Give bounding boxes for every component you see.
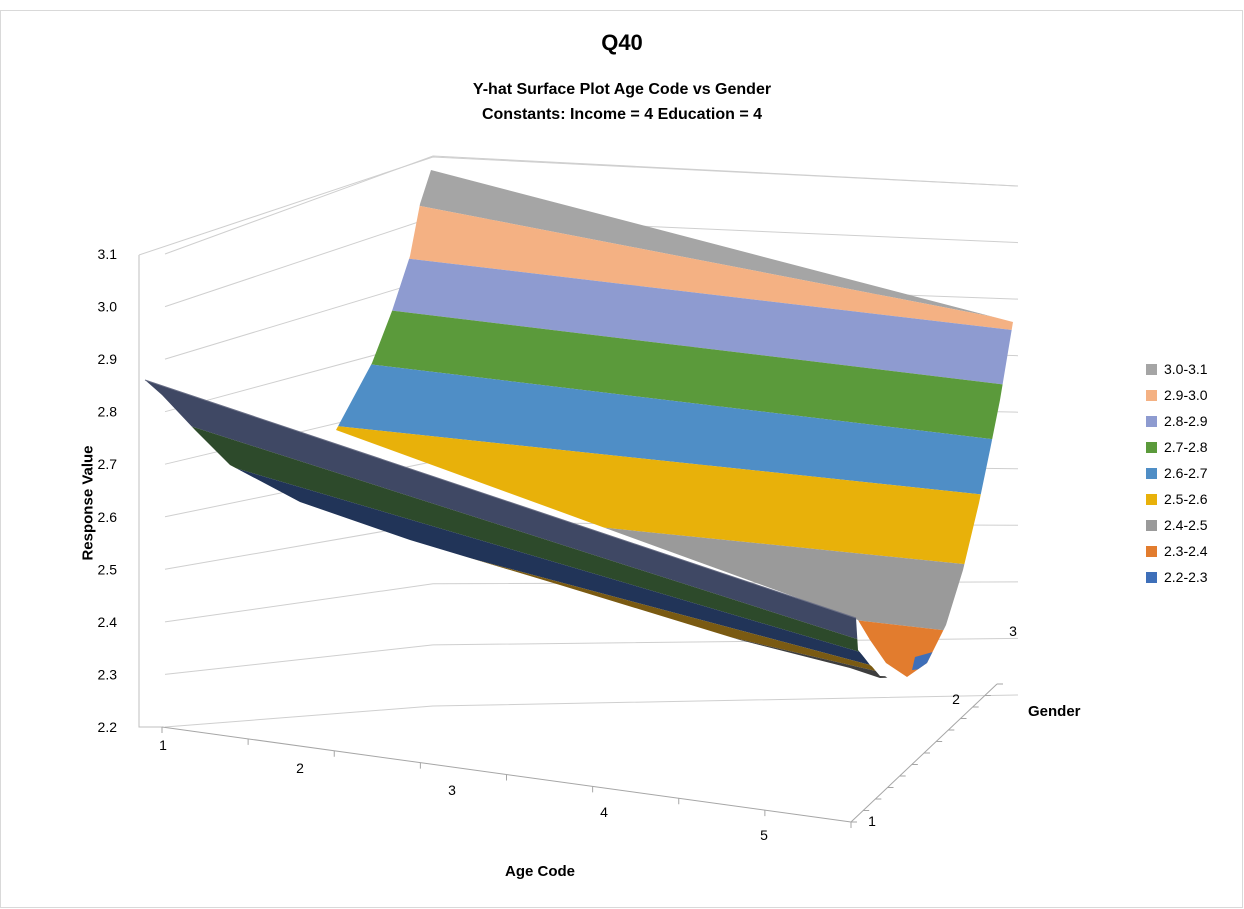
y-tick-3.1: 3.1 <box>98 246 118 262</box>
surface-band-2.6-2.7 <box>336 364 1008 496</box>
legend-label: 2.6-2.7 <box>1164 465 1208 481</box>
x-tick-4: 4 <box>600 804 608 820</box>
y-axis-label: Response Value <box>79 445 97 561</box>
chart-title: Q40 <box>601 30 643 55</box>
front-surface-band-3 <box>145 440 870 665</box>
legend-item-2.7-2.8: 2.7-2.8 <box>1146 434 1208 460</box>
legend-swatch <box>1146 441 1157 453</box>
legend-label: 2.8-2.9 <box>1164 413 1208 429</box>
legend-swatch <box>1146 571 1157 583</box>
left-wall-edge <box>138 255 162 728</box>
legend-label: 2.3-2.4 <box>1164 543 1208 559</box>
legend-swatch <box>1146 545 1157 557</box>
legend-swatch <box>1146 467 1157 479</box>
z-tick-3: 3 <box>1009 623 1017 639</box>
y-tick-2.7: 2.7 <box>98 456 118 472</box>
legend: 3.0-3.1 2.9-3.0 2.8-2.9 2.7-2.8 2.6-2.7 2.5-2… <box>1146 356 1208 590</box>
legend-swatch <box>1146 389 1157 401</box>
legend-item-2.5-2.6: 2.5-2.6 <box>1146 486 1208 512</box>
legend-label: 2.2-2.3 <box>1164 569 1208 585</box>
legend-item-2.6-2.7: 2.6-2.7 <box>1146 460 1208 486</box>
x-tick-1: 1 <box>159 737 167 753</box>
legend-item-2.9-3.0: 2.9-3.0 <box>1146 382 1208 408</box>
surface-band-2.7-2.8 <box>367 310 1013 441</box>
y-tick-2.6: 2.6 <box>98 509 118 525</box>
y-tick-2.2: 2.2 <box>98 719 118 735</box>
back-wall-top <box>138 156 1019 256</box>
legend-item-2.2-2.3: 2.2-2.3 <box>1146 564 1208 590</box>
x-tick-2: 2 <box>296 760 304 776</box>
x-axis-label: Age Code <box>505 863 576 880</box>
legend-label: 2.5-2.6 <box>1164 491 1208 507</box>
legend-swatch <box>1146 519 1157 531</box>
y-tick-3.0: 3.0 <box>98 299 118 315</box>
legend-item-2.4-2.5: 2.4-2.5 <box>1146 512 1208 538</box>
x-tick-3: 3 <box>448 782 456 798</box>
y-tick-2.4: 2.4 <box>98 614 118 630</box>
legend-label: 3.0-3.1 <box>1164 361 1208 377</box>
legend-label: 2.7-2.8 <box>1164 439 1208 455</box>
x-tick-5: 5 <box>760 827 768 843</box>
legend-item-3.0-3.1: 3.0-3.1 <box>1146 356 1208 382</box>
legend-label: 2.4-2.5 <box>1164 517 1208 533</box>
surface-band-2.5-2.6 <box>336 426 996 566</box>
surface-band-2.9-3.0 <box>403 205 1013 331</box>
legend-item-2.3-2.4: 2.3-2.4 <box>1146 538 1208 564</box>
y-tick-2.3: 2.3 <box>98 666 118 682</box>
legend-label: 2.9-3.0 <box>1164 387 1208 403</box>
legend-item-2.8-2.9: 2.8-2.9 <box>1146 408 1208 434</box>
z-axis-label: Gender <box>1028 703 1081 720</box>
front-surface-band-2 <box>145 410 860 652</box>
front-surface-edge <box>144 379 857 619</box>
y-tick-2.8: 2.8 <box>98 404 118 420</box>
chart-constants: Constants: Income = 4 Education = 4 <box>481 106 763 123</box>
legend-swatch <box>1146 415 1157 427</box>
front-surface-band-1 <box>145 380 860 640</box>
surface-band-2.8-2.9 <box>387 258 1013 386</box>
chart-subtitle: Y-hat Surface Plot Age Code vs Gender <box>472 81 772 98</box>
legend-swatch <box>1146 493 1157 505</box>
z-tick-1: 1 <box>868 813 876 829</box>
y-tick-2.5: 2.5 <box>98 561 118 577</box>
legend-swatch <box>1146 363 1157 375</box>
z-tick-2: 2 <box>952 691 960 707</box>
y-tick-2.9: 2.9 <box>98 351 118 367</box>
gridline-2.2 <box>164 694 1019 728</box>
